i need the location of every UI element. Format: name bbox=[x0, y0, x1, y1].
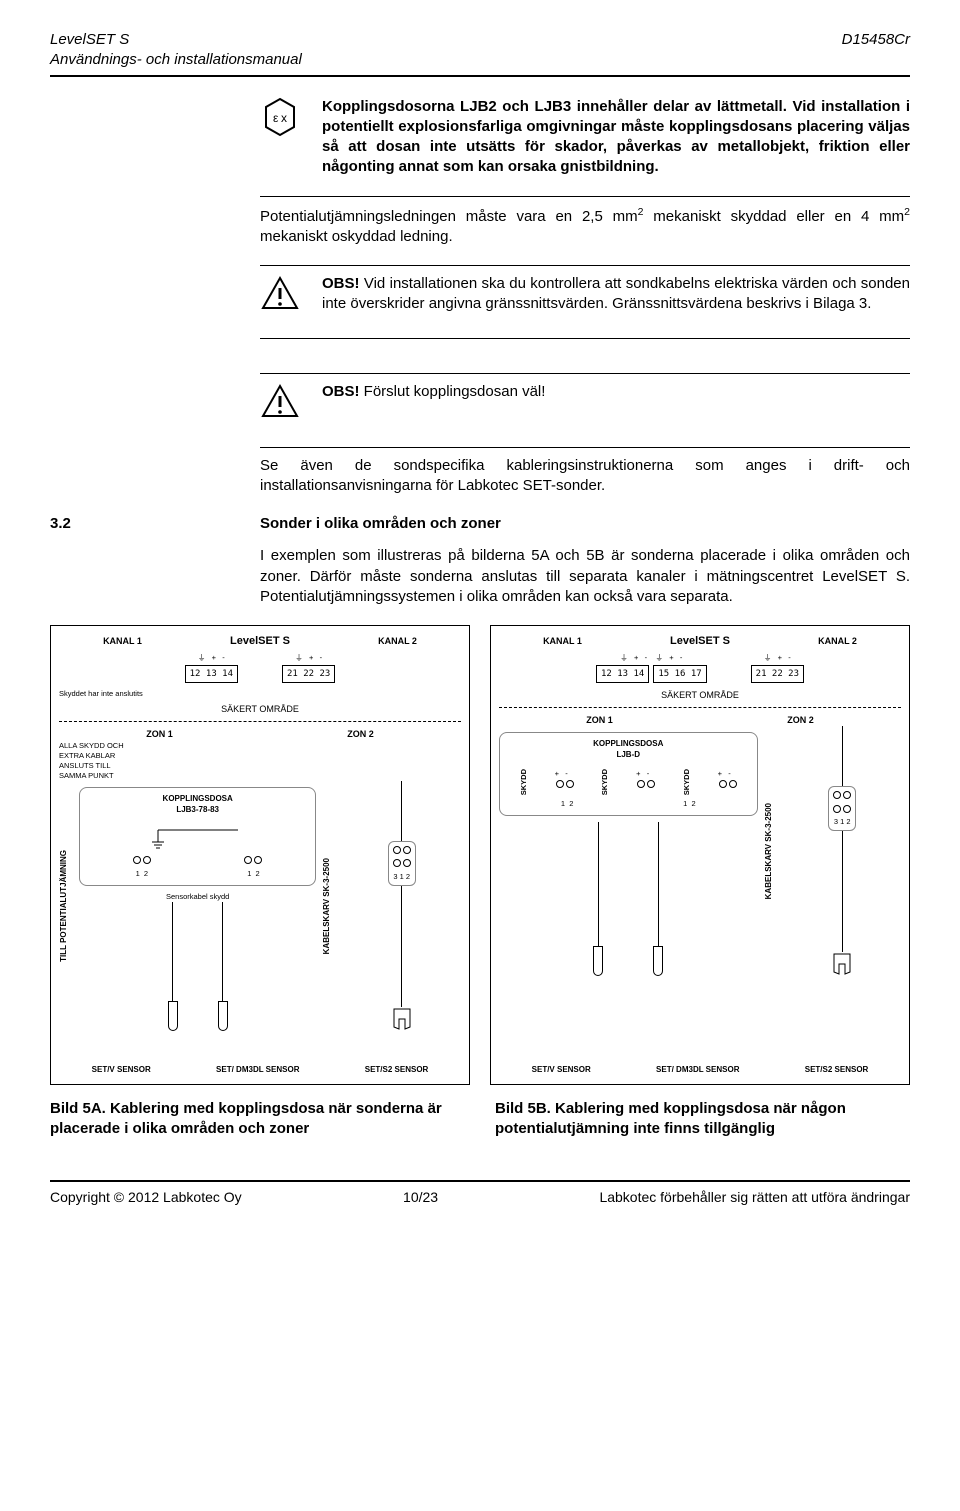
d5a-kbox-model: LJB3-78-83 bbox=[86, 805, 309, 816]
page-header: LevelSET S Användnings- och installation… bbox=[50, 30, 910, 71]
d5a-pot: TILL POTENTIALUTJÄMNING bbox=[59, 850, 70, 962]
d5b-zon2: ZON 2 bbox=[787, 714, 814, 726]
d5a-kanal1: KANAL 1 bbox=[103, 635, 142, 647]
footer-right: Labkotec förbehåller sig rätten att utfö… bbox=[599, 1188, 910, 1207]
divider-2 bbox=[260, 265, 910, 266]
warning-text-1: Kopplingsdosorna LJB2 och LJB3 innehålle… bbox=[322, 97, 910, 178]
d5a-s3: SET/S2 SENSOR bbox=[365, 1065, 429, 1076]
d5a-zon1: ZON 1 bbox=[146, 728, 173, 740]
d5a-safe: SÄKERT OMRÅDE bbox=[59, 703, 461, 715]
d5b-zon1: ZON 1 bbox=[586, 714, 613, 726]
d5b-s2: SET/ DM3DL SENSOR bbox=[656, 1065, 739, 1076]
d5a-kanal2: KANAL 2 bbox=[378, 635, 417, 647]
diagram-5a: KANAL 1 LevelSET S KANAL 2 ⏚ + - 12 13 1… bbox=[50, 625, 470, 1085]
d5a-skarv: KABELSKARV SK-3-2500 bbox=[322, 858, 333, 954]
caption-5a: Bild 5A. Kablering med kopplingsdosa när… bbox=[50, 1099, 465, 1140]
d5a-extra-note: ALLA SKYDD OCH EXTRA KABLAR ANSLUTS TILL… bbox=[59, 741, 139, 782]
d5b-zone-divider bbox=[499, 707, 901, 708]
d5a-skydd-note: Skyddet har inte anslutits bbox=[59, 689, 461, 699]
divider-5 bbox=[260, 447, 910, 448]
obs1-text: Vid installationen ska du kontrollera at… bbox=[322, 275, 910, 312]
d5b-kanal2: KANAL 2 bbox=[818, 635, 857, 647]
p2b: mekaniskt skyddad eller en 4 mm bbox=[643, 208, 904, 225]
diagram-5b: KANAL 1 LevelSET S KANAL 2 ⏚ + - ⏚ + - 1… bbox=[490, 625, 910, 1085]
header-left: LevelSET S Användnings- och installation… bbox=[50, 30, 302, 71]
page-footer: Copyright © 2012 Labkotec Oy 10/23 Labko… bbox=[50, 1188, 910, 1207]
product-name: LevelSET S bbox=[50, 30, 302, 50]
warning-icon bbox=[260, 274, 304, 320]
footer-center: 10/23 bbox=[403, 1188, 438, 1207]
ex-icon: ε x bbox=[260, 97, 304, 143]
p3: Se även de sondspecifika kableringsinstr… bbox=[260, 456, 910, 497]
obs2-label: OBS! bbox=[322, 383, 360, 400]
d5a-term2: 21 22 23 bbox=[282, 665, 335, 683]
d5a-s2: SET/ DM3DL SENSOR bbox=[216, 1065, 299, 1076]
d5b-kbox-model: LJB-D bbox=[506, 750, 751, 761]
d5b-device: LevelSET S bbox=[670, 634, 730, 649]
divider-1 bbox=[260, 196, 910, 197]
d5a-zone-divider bbox=[59, 721, 461, 722]
warning-icon bbox=[260, 382, 304, 428]
d5b-s3: SET/S2 SENSOR bbox=[805, 1065, 869, 1076]
section-title: Sonder i olika områden och zoner bbox=[260, 514, 501, 534]
section-heading: 3.2 Sonder i olika områden och zoner bbox=[50, 514, 910, 534]
d5b-term3: 21 22 23 bbox=[751, 665, 804, 683]
d5b-s1: SET/V SENSOR bbox=[532, 1065, 591, 1076]
d5a-s1: SET/V SENSOR bbox=[92, 1065, 151, 1076]
caption-row: Bild 5A. Kablering med kopplingsdosa när… bbox=[50, 1099, 910, 1140]
p2c: mekaniskt oskyddad ledning. bbox=[260, 228, 453, 245]
obs2-text: Förslut kopplingsdosan väl! bbox=[360, 383, 546, 400]
divider-4 bbox=[260, 373, 910, 374]
header-rule bbox=[50, 75, 910, 77]
p2a: Potentialutjämningsledningen måste vara … bbox=[260, 208, 638, 225]
d5a-term1: 12 13 14 bbox=[185, 665, 238, 683]
p4: I exemplen som illustreras på bilderna 5… bbox=[260, 546, 910, 607]
manual-subtitle: Användnings- och installationsmanual bbox=[50, 50, 302, 70]
obs1-block: OBS! Vid installationen ska du kontrolle… bbox=[322, 274, 910, 315]
doc-number: D15458Cr bbox=[842, 30, 910, 71]
content-block-1: ε x Kopplingsdosorna LJB2 och LJB3 inneh… bbox=[260, 97, 910, 497]
d5a-sensorlabel: Sensorkabel skydd bbox=[166, 892, 229, 902]
divider-3 bbox=[260, 338, 910, 339]
d5a-zon2: ZON 2 bbox=[347, 728, 374, 740]
d5a-kbox: KOPPLINGSDOSA bbox=[86, 794, 309, 805]
svg-text:x: x bbox=[281, 111, 287, 125]
obs1-label: OBS! bbox=[322, 275, 360, 292]
wiring-diagrams: KANAL 1 LevelSET S KANAL 2 ⏚ + - 12 13 1… bbox=[50, 625, 910, 1085]
d5b-term1: 12 13 14 bbox=[596, 665, 649, 683]
svg-text:ε: ε bbox=[273, 111, 279, 125]
d5b-kbox: KOPPLINGSDOSA bbox=[506, 739, 751, 750]
d5b-term2: 15 16 17 bbox=[653, 665, 706, 683]
section-number: 3.2 bbox=[50, 514, 230, 534]
footer-rule bbox=[50, 1180, 910, 1182]
d5b-safe: SÄKERT OMRÅDE bbox=[499, 689, 901, 701]
obs2-block: OBS! Förslut kopplingsdosan väl! bbox=[322, 382, 910, 402]
footer-left: Copyright © 2012 Labkotec Oy bbox=[50, 1188, 242, 1207]
d5b-kanal1: KANAL 1 bbox=[543, 635, 582, 647]
caption-5b: Bild 5B. Kablering med kopplingsdosa när… bbox=[495, 1099, 910, 1140]
d5b-skarv: KABELSKARV SK-3-2500 bbox=[764, 803, 775, 899]
potential-text: Potentialutjämningsledningen måste vara … bbox=[260, 205, 910, 248]
d5a-device: LevelSET S bbox=[230, 634, 290, 649]
